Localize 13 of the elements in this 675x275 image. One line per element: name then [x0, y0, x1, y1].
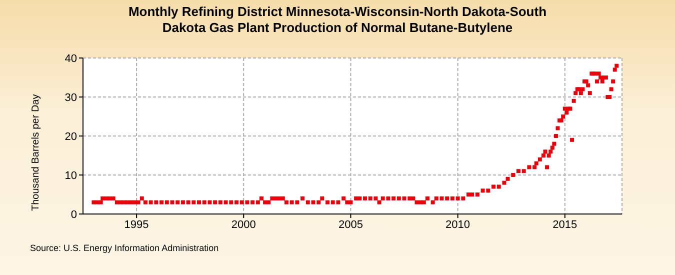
x-tick-label: 2010	[446, 218, 470, 231]
source-note: Source: U.S. Energy Information Administration	[30, 243, 219, 253]
y-tick-label: 30	[64, 92, 77, 104]
x-tick-label: 2000	[231, 218, 256, 231]
y-tick-label: 0	[70, 208, 77, 221]
chart-title: Monthly Refining District Minnesota-Wisconsin-North Dakota-South Dakota Gas Plant Production of Normal Butane-Butylene	[127, 4, 548, 36]
y-tick-label: 40	[64, 52, 77, 65]
x-tick-label: 2005	[338, 218, 363, 231]
y-axis-title: Thousand Barrels per Day	[30, 94, 42, 211]
y-tick-label: 20	[64, 130, 77, 143]
x-tick-label: 2015	[552, 218, 578, 231]
y-tick-label: 10	[64, 170, 77, 182]
x-tick-label: 1995	[124, 218, 149, 231]
